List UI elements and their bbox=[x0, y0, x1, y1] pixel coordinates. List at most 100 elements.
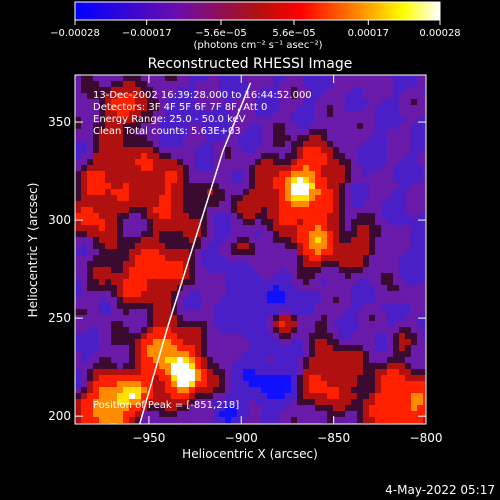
heatmap-cell bbox=[363, 315, 370, 322]
heatmap-cell bbox=[159, 219, 166, 226]
heatmap-cell bbox=[351, 339, 358, 346]
heatmap-cell bbox=[339, 273, 346, 280]
heatmap-cell bbox=[333, 165, 340, 172]
heatmap-cell bbox=[357, 99, 364, 106]
heatmap-cell bbox=[135, 81, 142, 88]
heatmap-cell bbox=[381, 207, 388, 214]
heatmap-cell bbox=[99, 333, 106, 340]
heatmap-cell bbox=[141, 303, 148, 310]
heatmap-cell bbox=[321, 129, 328, 136]
heatmap-cell bbox=[381, 159, 388, 166]
heatmap-cell bbox=[411, 207, 418, 214]
heatmap-cell bbox=[291, 123, 298, 130]
heatmap-cell bbox=[285, 243, 292, 250]
heatmap-cell bbox=[75, 177, 82, 184]
heatmap-cell bbox=[159, 129, 166, 136]
heatmap-cell bbox=[207, 153, 214, 160]
heatmap-cell bbox=[267, 171, 274, 178]
heatmap-cell bbox=[303, 267, 310, 274]
heatmap-cell bbox=[363, 291, 370, 298]
heatmap-cell bbox=[285, 141, 292, 148]
heatmap-cell bbox=[207, 339, 214, 346]
heatmap-cell bbox=[147, 321, 154, 328]
heatmap-cell bbox=[303, 147, 310, 154]
heatmap-cell bbox=[249, 393, 256, 400]
heatmap-cell bbox=[417, 399, 424, 406]
heatmap-cell bbox=[279, 303, 286, 310]
heatmap-cell bbox=[255, 159, 262, 166]
heatmap-cell bbox=[195, 153, 202, 160]
heatmap-cell bbox=[183, 81, 190, 88]
heatmap-cell bbox=[345, 303, 352, 310]
heatmap-cell bbox=[273, 351, 280, 358]
heatmap-cell bbox=[195, 135, 202, 142]
heatmap-cell bbox=[297, 117, 304, 124]
heatmap-cell bbox=[261, 381, 268, 388]
heatmap-cell bbox=[177, 297, 184, 304]
heatmap-cell bbox=[285, 225, 292, 232]
heatmap-cell bbox=[135, 123, 142, 130]
heatmap-cell bbox=[285, 207, 292, 214]
heatmap-cell bbox=[393, 273, 400, 280]
heatmap-cell bbox=[423, 255, 426, 262]
heatmap-cell bbox=[225, 153, 232, 160]
heatmap-cell bbox=[75, 207, 82, 214]
heatmap-cell bbox=[159, 189, 166, 196]
heatmap-cell bbox=[273, 135, 280, 142]
heatmap-cell bbox=[213, 177, 220, 184]
heatmap-cell bbox=[333, 195, 340, 202]
heatmap-cell bbox=[297, 165, 304, 172]
heatmap-cell bbox=[375, 267, 382, 274]
heatmap-cell bbox=[99, 183, 106, 190]
heatmap-cell bbox=[315, 87, 322, 94]
heatmap-cell bbox=[201, 339, 208, 346]
heatmap-cell bbox=[153, 177, 160, 184]
heatmap-cell bbox=[111, 255, 118, 262]
heatmap-cell bbox=[309, 129, 316, 136]
heatmap-cell bbox=[327, 381, 334, 388]
heatmap-cell bbox=[327, 87, 334, 94]
heatmap-cell bbox=[393, 183, 400, 190]
heatmap-cell bbox=[123, 177, 130, 184]
heatmap-cell bbox=[195, 291, 202, 298]
heatmap-cell bbox=[381, 81, 388, 88]
heatmap-cell bbox=[339, 195, 346, 202]
heatmap-cell bbox=[321, 165, 328, 172]
heatmap-cell bbox=[153, 219, 160, 226]
heatmap-cell bbox=[339, 333, 346, 340]
heatmap-cell bbox=[213, 285, 220, 292]
heatmap-cell bbox=[87, 201, 94, 208]
heatmap-cell bbox=[327, 309, 334, 316]
heatmap-cell bbox=[297, 81, 304, 88]
heatmap-cell bbox=[273, 399, 280, 406]
heatmap-cell bbox=[369, 363, 376, 370]
heatmap-cell bbox=[357, 261, 364, 268]
heatmap-cell bbox=[315, 123, 322, 130]
heatmap-cell bbox=[375, 99, 382, 106]
heatmap-cell bbox=[255, 309, 262, 316]
heatmap-cell bbox=[357, 297, 364, 304]
heatmap-cell bbox=[405, 87, 412, 94]
heatmap-cell bbox=[405, 189, 412, 196]
heatmap-cell bbox=[309, 249, 316, 256]
heatmap-cell bbox=[231, 123, 238, 130]
heatmap-cell bbox=[165, 105, 172, 112]
heatmap-cell bbox=[75, 237, 82, 244]
heatmap-cell bbox=[261, 411, 268, 418]
heatmap-cell bbox=[273, 309, 280, 316]
heatmap-cell bbox=[321, 267, 328, 274]
heatmap-cell bbox=[219, 237, 226, 244]
heatmap-cell bbox=[375, 207, 382, 214]
heatmap-cell bbox=[171, 237, 178, 244]
heatmap-cell bbox=[231, 117, 238, 124]
heatmap-cell bbox=[129, 75, 136, 82]
heatmap-cell bbox=[93, 81, 100, 88]
heatmap-cell bbox=[225, 183, 232, 190]
heatmap-cell bbox=[81, 327, 88, 334]
heatmap-cell bbox=[189, 219, 196, 226]
heatmap-cell bbox=[147, 339, 154, 346]
heatmap-cell bbox=[327, 285, 334, 292]
heatmap-cell bbox=[321, 417, 328, 424]
heatmap-cell bbox=[315, 387, 322, 394]
heatmap-cell bbox=[123, 393, 130, 400]
